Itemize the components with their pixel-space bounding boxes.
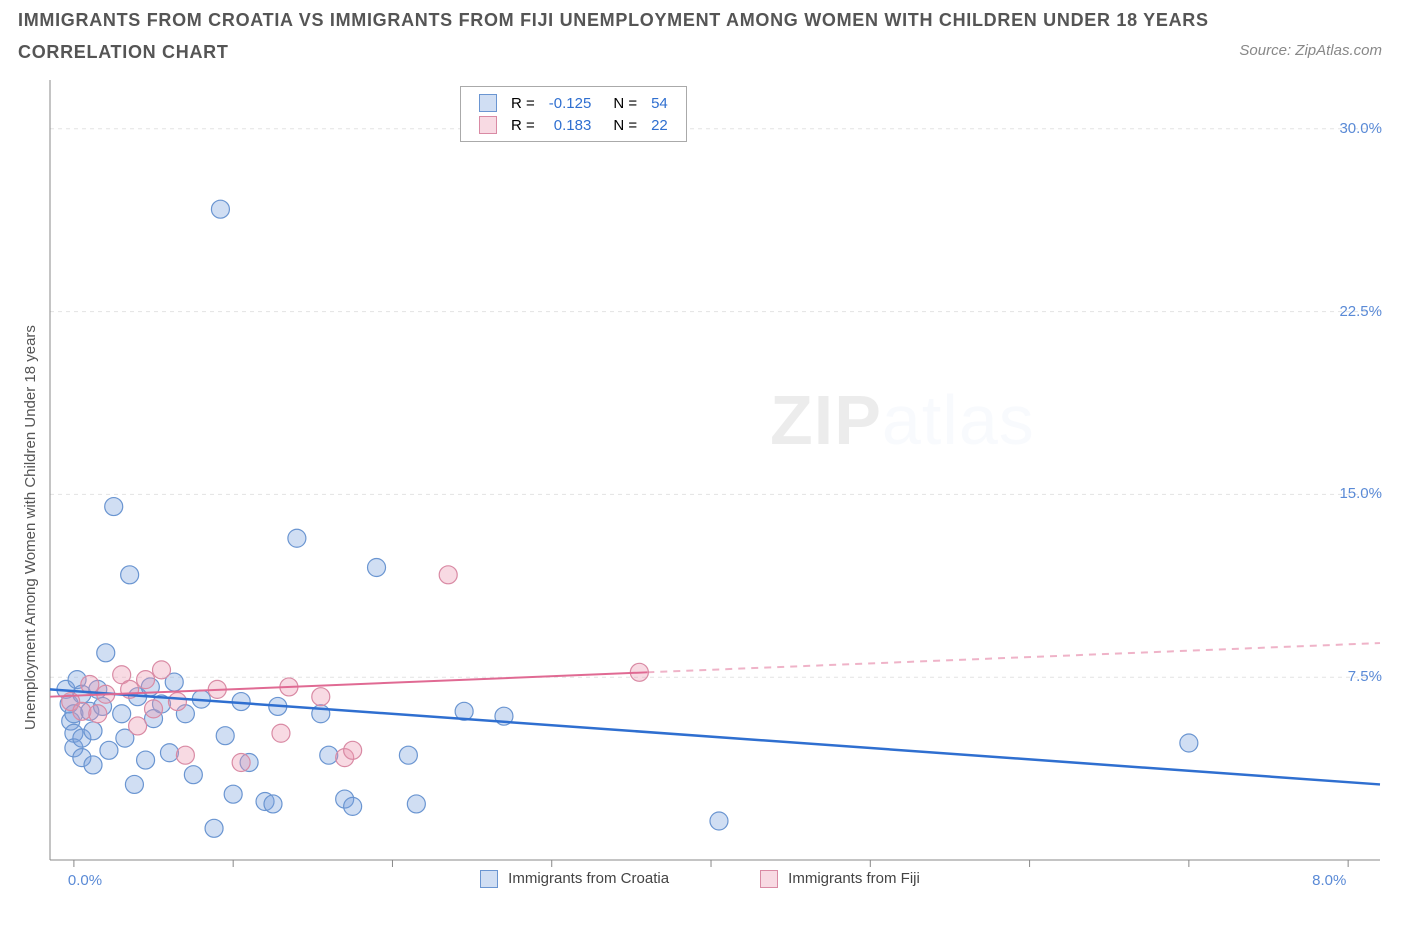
stat-row-series2: R = 0.183 N = 22 bbox=[473, 115, 674, 135]
r-value-series1: -0.125 bbox=[543, 93, 598, 113]
x-tick-max: 8.0% bbox=[1312, 872, 1346, 889]
stat-row-series1: R = -0.125 N = 54 bbox=[473, 93, 674, 113]
chart-container: { "header": { "title_line1": "IMMIGRANTS… bbox=[0, 0, 1406, 930]
legend-label-series1: Immigrants from Croatia bbox=[508, 870, 669, 887]
y-tick-label: 30.0% bbox=[1339, 120, 1382, 137]
r-label: R = bbox=[505, 93, 541, 113]
y-tick-label: 15.0% bbox=[1339, 485, 1382, 502]
r-label: R = bbox=[505, 115, 541, 135]
correlation-stat-box: R = -0.125 N = 54 R = 0.183 N = 22 bbox=[460, 86, 687, 142]
r-value-series2: 0.183 bbox=[543, 115, 598, 135]
x-tick-min: 0.0% bbox=[68, 872, 102, 889]
swatch-series2 bbox=[479, 116, 497, 134]
swatch-series1 bbox=[480, 870, 498, 888]
legend-series2: Immigrants from Fiji bbox=[760, 870, 920, 888]
n-value-series2: 22 bbox=[645, 115, 674, 135]
y-tick-label: 22.5% bbox=[1339, 303, 1382, 320]
swatch-series2 bbox=[760, 870, 778, 888]
legend-label-series2: Immigrants from Fiji bbox=[788, 870, 920, 887]
y-tick-label: 7.5% bbox=[1348, 668, 1382, 685]
swatch-series1 bbox=[479, 94, 497, 112]
n-value-series1: 54 bbox=[645, 93, 674, 113]
n-label: N = bbox=[599, 93, 643, 113]
n-label: N = bbox=[599, 115, 643, 135]
scatter-plot bbox=[0, 0, 1406, 930]
legend-series1: Immigrants from Croatia bbox=[480, 870, 669, 888]
stat-table: R = -0.125 N = 54 R = 0.183 N = 22 bbox=[471, 91, 676, 137]
